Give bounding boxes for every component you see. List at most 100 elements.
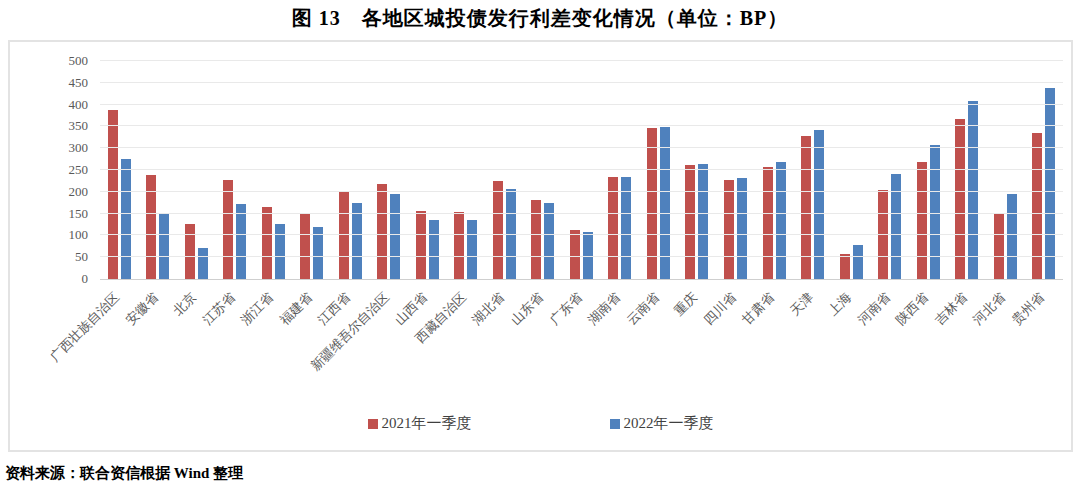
category-group	[947, 61, 986, 279]
category-group	[293, 61, 332, 279]
gridline	[100, 82, 1063, 83]
category-group	[678, 61, 717, 279]
x-axis-label: 上海	[824, 289, 855, 320]
category-group	[832, 61, 871, 279]
x-axis-label: 四川省	[700, 289, 740, 329]
y-axis-tick-label: 300	[10, 140, 88, 156]
bar-2022年一季度	[467, 220, 477, 279]
y-axis-tick-label: 350	[10, 118, 88, 134]
y-axis-tick-label: 450	[10, 75, 88, 91]
bar-2022年一季度	[737, 178, 747, 279]
gridline	[100, 256, 1063, 257]
category-group	[100, 61, 139, 279]
bar-2022年一季度	[776, 162, 786, 279]
bar-2022年一季度	[198, 248, 208, 279]
legend-item-2022: 2022年一季度	[610, 414, 714, 433]
x-axis-label: 云南省	[623, 289, 663, 329]
bar-2022年一季度	[275, 224, 285, 279]
bar-2021年一季度	[262, 207, 272, 279]
category-group	[601, 61, 640, 279]
category-group	[524, 61, 563, 279]
bar-2021年一季度	[493, 181, 503, 279]
x-axis-label: 湖南省	[584, 289, 624, 329]
bar-2022年一季度	[621, 177, 631, 279]
category-group	[639, 61, 678, 279]
bar-2021年一季度	[108, 110, 118, 279]
category-group	[870, 61, 909, 279]
plot-area	[100, 61, 1063, 280]
bar-2021年一季度	[377, 184, 387, 279]
category-group	[716, 61, 755, 279]
y-axis-tick-label: 200	[10, 184, 88, 200]
legend-label-2021: 2021年一季度	[382, 414, 472, 433]
x-axis-label: 吉林省	[931, 289, 971, 329]
category-group	[562, 61, 601, 279]
y-axis-tick-label: 150	[10, 206, 88, 222]
x-axis: 广西壮族自治区安徽省北京江苏省浙江省福建省江西省新疆维吾尔自治区山西省西藏自治区…	[100, 282, 1063, 402]
x-axis-label: 河南省	[854, 289, 894, 329]
gridline	[100, 60, 1063, 61]
bar-2021年一季度	[955, 119, 965, 279]
bar-2021年一季度	[763, 167, 773, 279]
x-axis-label: 山东省	[507, 289, 547, 329]
x-axis-label: 北京	[170, 289, 201, 320]
bar-2022年一季度	[544, 203, 554, 279]
y-axis-tick-label: 250	[10, 162, 88, 178]
category-group	[216, 61, 255, 279]
bar-2021年一季度	[840, 254, 850, 279]
legend-swatch-2021	[368, 419, 378, 429]
x-axis-label: 甘肃省	[738, 289, 778, 329]
bar-2021年一季度	[801, 136, 811, 279]
x-axis-label: 天津	[786, 289, 817, 320]
y-axis-tick-label: 0	[10, 271, 88, 287]
bar-2021年一季度	[185, 224, 195, 279]
bar-2021年一季度	[223, 180, 233, 279]
x-axis-label: 浙江省	[237, 289, 277, 329]
category-group	[1024, 61, 1063, 279]
x-axis-label: 重庆	[670, 289, 701, 320]
category-group	[139, 61, 178, 279]
x-axis-label: 福建省	[276, 289, 316, 329]
category-group	[370, 61, 409, 279]
category-group	[447, 61, 486, 279]
x-axis-label: 贵州省	[1008, 289, 1048, 329]
category-group	[177, 61, 216, 279]
category-group	[254, 61, 293, 279]
legend-swatch-2022	[610, 419, 620, 429]
gridline	[100, 125, 1063, 126]
category-group	[408, 61, 447, 279]
gridline	[100, 147, 1063, 148]
y-axis-tick-label: 100	[10, 227, 88, 243]
y-axis-tick-label: 500	[10, 53, 88, 69]
category-group	[485, 61, 524, 279]
gridline	[100, 213, 1063, 214]
gridline	[100, 169, 1063, 170]
bar-2022年一季度	[1045, 88, 1055, 279]
bar-2022年一季度	[698, 164, 708, 279]
bar-2022年一季度	[1007, 194, 1017, 279]
bar-2021年一季度	[339, 192, 349, 279]
x-axis-label: 广东省	[546, 289, 586, 329]
gridline	[100, 234, 1063, 235]
category-group	[986, 61, 1025, 279]
bar-series-container	[100, 61, 1063, 279]
x-axis-label: 陕西省	[892, 289, 932, 329]
bar-2021年一季度	[608, 177, 618, 279]
bar-2021年一季度	[300, 213, 310, 279]
x-axis-label: 安徽省	[122, 289, 162, 329]
gridline	[100, 104, 1063, 105]
bar-2022年一季度	[390, 194, 400, 279]
chart-panel: 050100150200250300350400450500 广西壮族自治区安徽…	[8, 40, 1073, 452]
y-axis-tick-label: 400	[10, 97, 88, 113]
bar-2022年一季度	[853, 245, 863, 279]
chart-title: 图 13 各地区城投债发行利差变化情况（单位：BP）	[0, 5, 1080, 32]
legend: 2021年一季度 2022年一季度	[10, 414, 1071, 433]
y-axis: 050100150200250300350400450500	[10, 61, 88, 279]
category-group	[331, 61, 370, 279]
category-group	[755, 61, 794, 279]
bar-2022年一季度	[121, 159, 131, 279]
report-page: 图 13 各地区城投债发行利差变化情况（单位：BP） 0501001502002…	[0, 0, 1080, 501]
bar-2021年一季度	[454, 212, 464, 279]
bar-2021年一季度	[724, 180, 734, 279]
category-group	[909, 61, 948, 279]
